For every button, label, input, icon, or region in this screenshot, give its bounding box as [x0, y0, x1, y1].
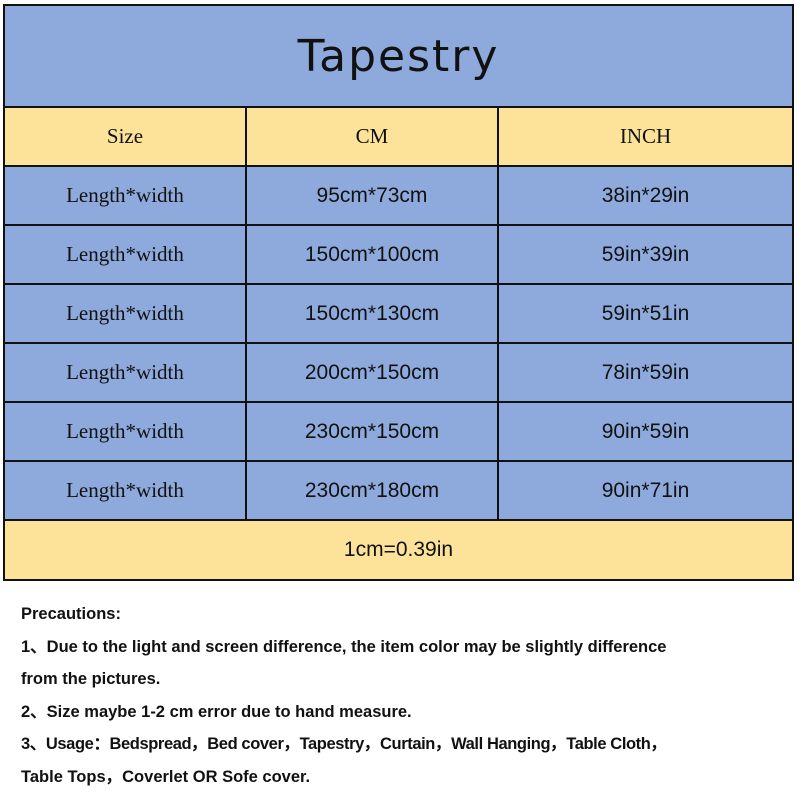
cm-cell: 150cm*100cm: [245, 224, 499, 285]
inch-cell: 90in*59in: [497, 401, 794, 462]
table-row: Length*width 200cm*150cm 78in*59in: [3, 342, 794, 403]
inch-cell: 78in*59in: [497, 342, 794, 403]
precaution-line: 3、Usage：Bedspread，Bed cover，Tapestry，Cur…: [21, 735, 667, 753]
size-chart-table: Tapestry Size CM INCH Length*width 95cm*…: [3, 4, 794, 581]
precaution-line: 1、Due to the light and screen difference…: [21, 637, 667, 656]
size-cell: Length*width: [3, 401, 247, 462]
precaution-line: 2、Size maybe 1-2 cm error due to hand me…: [21, 702, 412, 721]
chart-title: Tapestry: [3, 4, 794, 108]
precautions: Precautions: 1、Due to the light and scre…: [21, 598, 791, 793]
cm-cell: 230cm*150cm: [245, 401, 499, 462]
size-cell: Length*width: [3, 460, 247, 521]
header-cm: CM: [245, 106, 499, 167]
precaution-line: Table Tops，Coverlet OR Sofe cover.: [21, 767, 311, 786]
table-row: Length*width 230cm*180cm 90in*71in: [3, 460, 794, 521]
cm-cell: 150cm*130cm: [245, 283, 499, 344]
cm-cell: 95cm*73cm: [245, 165, 499, 226]
inch-cell: 38in*29in: [497, 165, 794, 226]
table-row: Length*width 230cm*150cm 90in*59in: [3, 401, 794, 462]
inch-cell: 59in*39in: [497, 224, 794, 285]
size-cell: Length*width: [3, 224, 247, 285]
table-row: Length*width 95cm*73cm 38in*29in: [3, 165, 794, 226]
inch-cell: 59in*51in: [497, 283, 794, 344]
cm-cell: 200cm*150cm: [245, 342, 499, 403]
size-cell: Length*width: [3, 283, 247, 344]
table-row: Length*width 150cm*130cm 59in*51in: [3, 283, 794, 344]
size-cell: Length*width: [3, 342, 247, 403]
header-row: Size CM INCH: [3, 106, 794, 167]
size-cell: Length*width: [3, 165, 247, 226]
header-inch: INCH: [497, 106, 794, 167]
cm-cell: 230cm*180cm: [245, 460, 499, 521]
precautions-heading: Precautions:: [21, 605, 121, 623]
table-row: Length*width 150cm*100cm 59in*39in: [3, 224, 794, 285]
conversion-note: 1cm=0.39in: [3, 519, 794, 581]
precaution-line: from the pictures.: [21, 670, 161, 688]
inch-cell: 90in*71in: [497, 460, 794, 521]
header-size: Size: [3, 106, 247, 167]
